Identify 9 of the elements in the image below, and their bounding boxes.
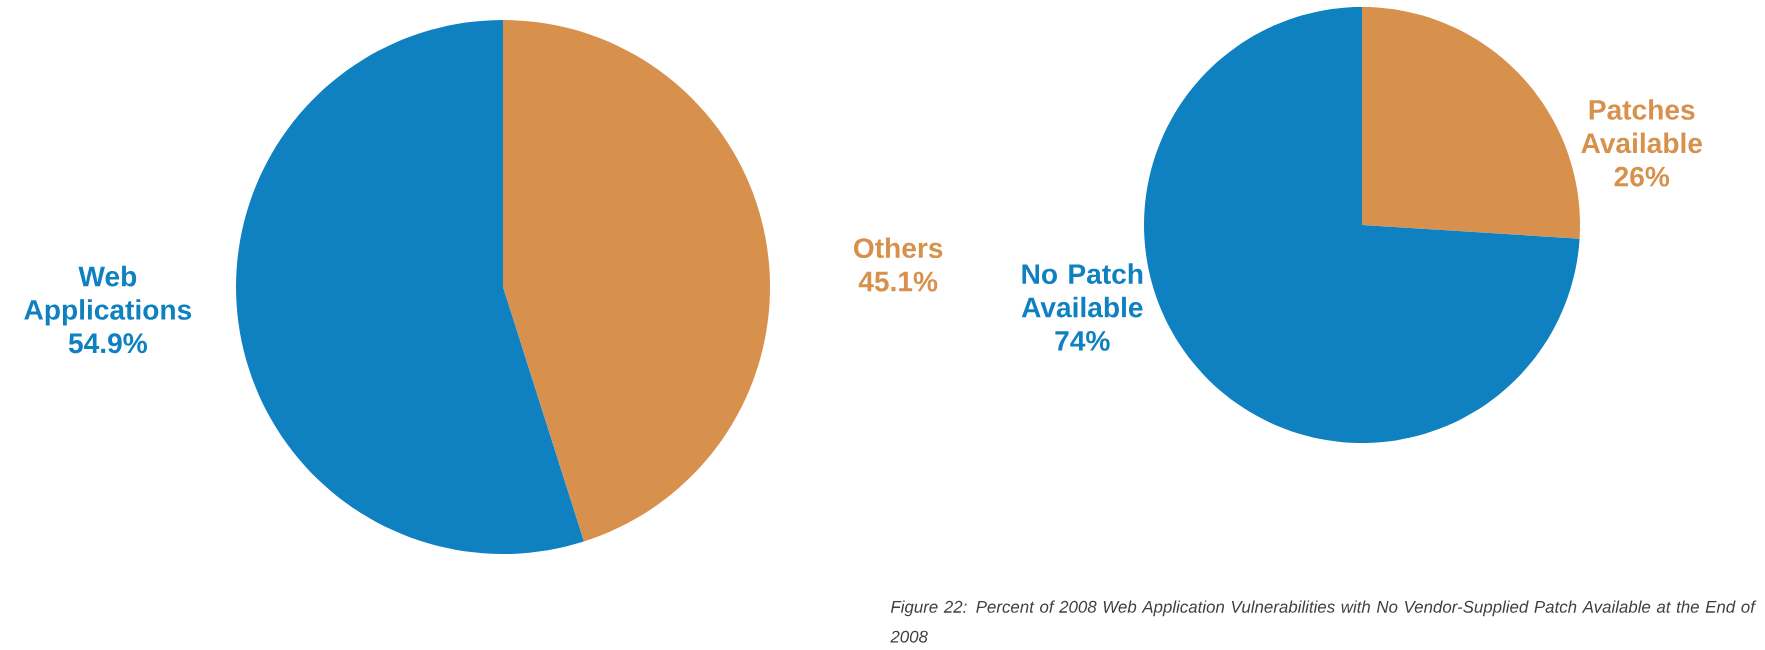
data-label: 45.1% — [858, 271, 938, 292]
data-label: 54.9% — [68, 333, 147, 354]
data-label: 74% — [1055, 330, 1110, 351]
slice-label: Others — [854, 237, 943, 259]
slice-label: No Patch Available — [1021, 263, 1143, 318]
slice-label: Web Applications — [24, 265, 192, 326]
caption: Figure 22: Percent of 2008 Web Application Vulnerabilities with No Vendor-Supplied Patch Available at the End of 2008 — [890, 600, 1757, 643]
data-label: 26% — [1614, 166, 1670, 187]
slice-label: Patches Available — [1581, 99, 1702, 154]
